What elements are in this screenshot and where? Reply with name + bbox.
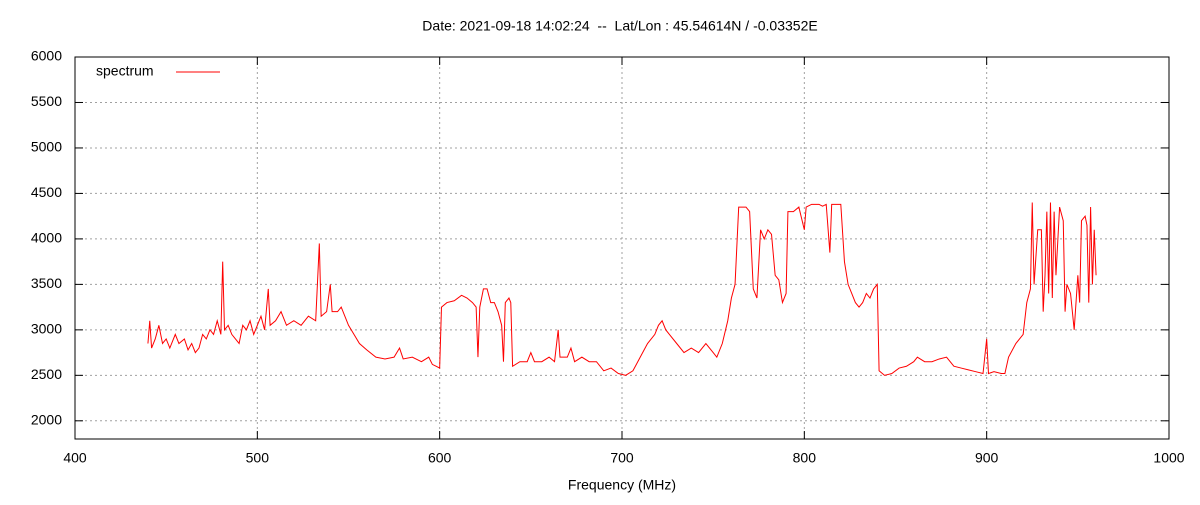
y-tick-label: 3500 xyxy=(31,275,62,291)
y-tick-label: 6000 xyxy=(31,48,62,64)
x-tick-label: 800 xyxy=(793,450,817,466)
x-tick-label: 1000 xyxy=(1153,450,1184,466)
x-axis-label: Frequency (MHz) xyxy=(568,477,676,493)
plot-frame xyxy=(74,56,1170,440)
x-tick-label: 900 xyxy=(975,450,999,466)
x-tick-label: 500 xyxy=(246,450,270,466)
y-tick-label: 4500 xyxy=(31,184,62,200)
y-tick-label: 3000 xyxy=(31,321,62,337)
x-tick-label: 400 xyxy=(63,450,87,466)
y-tick-label: 5000 xyxy=(31,139,62,155)
chart-title: Date: 2021-09-18 14:02:24 -- Lat/Lon : 4… xyxy=(422,18,817,34)
legend-label: spectrum xyxy=(96,63,154,79)
x-tick-label: 600 xyxy=(428,450,452,466)
y-tick-label: 2000 xyxy=(31,412,62,428)
y-tick-label: 4000 xyxy=(31,230,62,246)
line-series xyxy=(147,202,1097,376)
y-tick-label: 2500 xyxy=(31,366,62,382)
y-tick-label: 5500 xyxy=(31,93,62,109)
x-tick-label: 700 xyxy=(610,450,634,466)
